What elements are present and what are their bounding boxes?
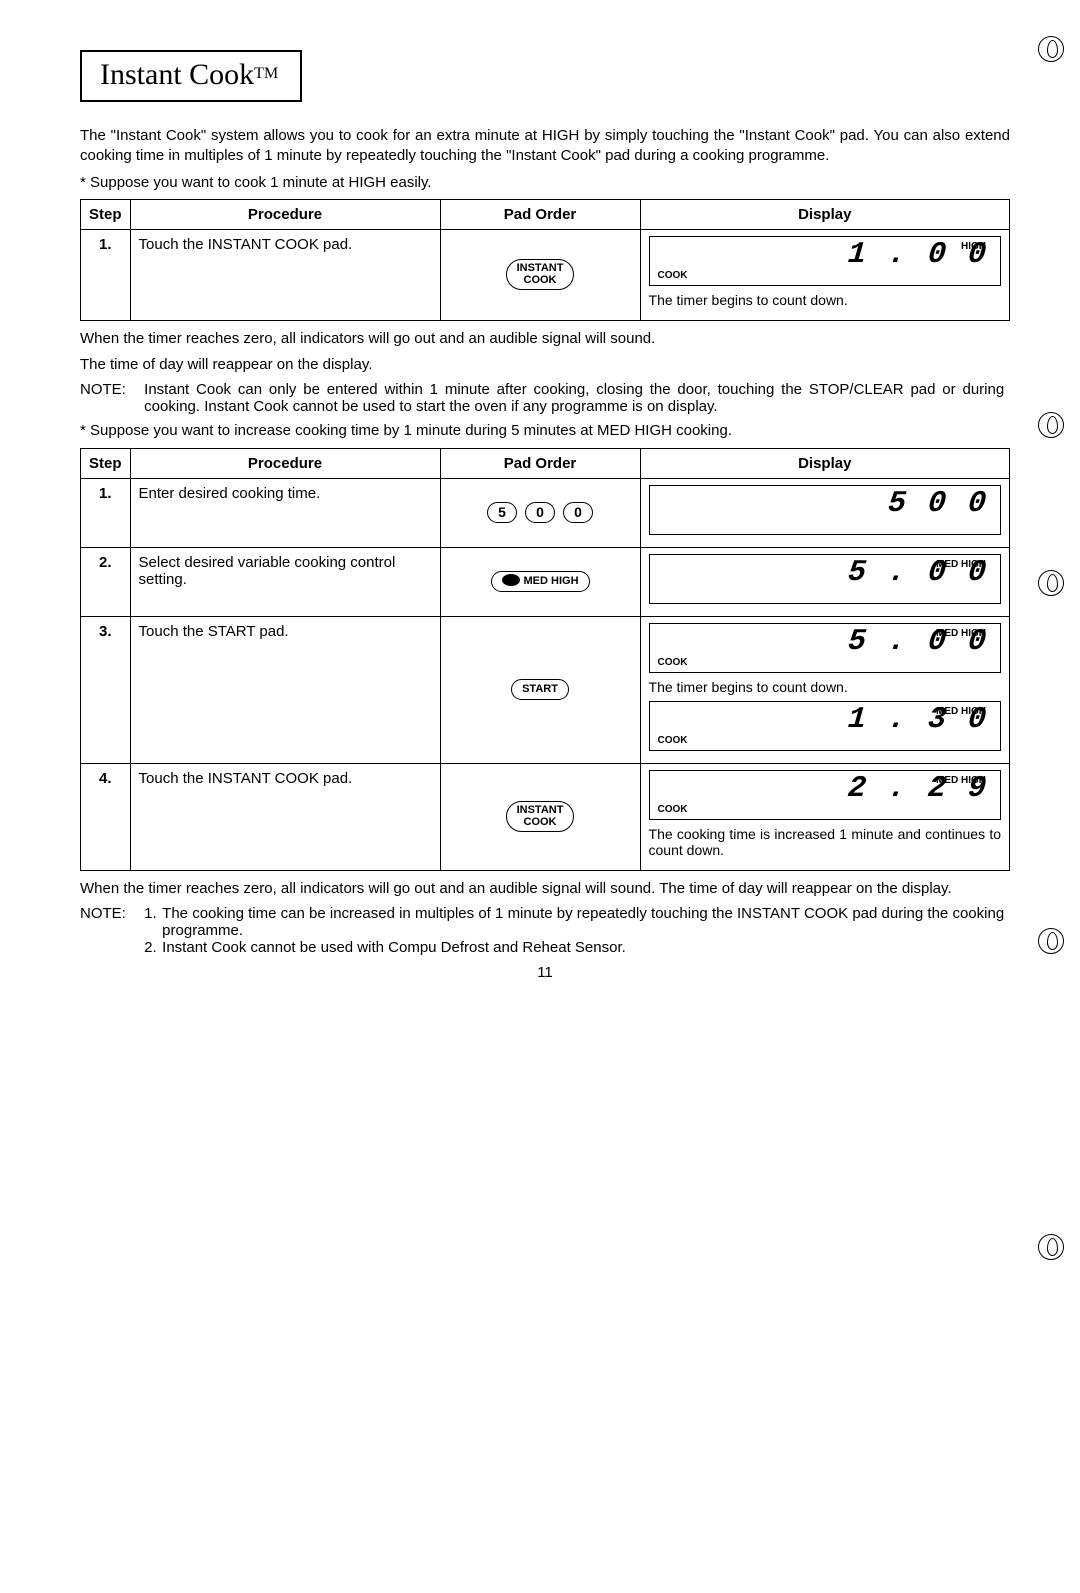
display-cell: MED HIGH 5 . 0 0 bbox=[640, 547, 1009, 616]
col-step: Step bbox=[81, 199, 131, 229]
col-procedure: Procedure bbox=[130, 448, 440, 478]
seven-segment: 5 . 0 0 bbox=[658, 627, 988, 657]
col-step: Step bbox=[81, 448, 131, 478]
display-caption: The timer begins to count down. bbox=[649, 292, 1001, 308]
seven-segment: 5 . 0 0 bbox=[658, 558, 988, 588]
step-cell: 2. bbox=[81, 547, 131, 616]
note-body: 1.The cooking time can be increased in m… bbox=[144, 905, 1004, 956]
seven-segment: 1 . 3 0 bbox=[658, 705, 988, 735]
procedure-table-2: Step Procedure Pad Order Display 1. Ente… bbox=[80, 448, 1010, 871]
display-panel: HIGH 1 . 0 0 COOK bbox=[649, 236, 1001, 286]
pad-order-cell: INSTANT COOK bbox=[440, 763, 640, 870]
binder-hole-icon bbox=[1038, 412, 1064, 438]
note-text: Instant Cook cannot be used with Compu D… bbox=[162, 939, 1004, 956]
table-row: 2. Select desired variable cooking contr… bbox=[81, 547, 1010, 616]
display-panel: MED HIGH 5 . 0 0 bbox=[649, 554, 1001, 604]
example1-lead: * Suppose you want to cook 1 minute at H… bbox=[80, 173, 1010, 193]
title-text: Instant Cook bbox=[100, 58, 254, 91]
col-procedure: Procedure bbox=[130, 199, 440, 229]
note-text: The cooking time can be increased in mul… bbox=[162, 905, 1004, 939]
med-high-pad[interactable]: MED HIGH bbox=[491, 571, 590, 593]
section-title: Instant CookTM bbox=[80, 50, 302, 102]
step-cell: 1. bbox=[81, 229, 131, 320]
example2-lead: * Suppose you want to increase cooking t… bbox=[80, 421, 1010, 441]
note-number: 1. bbox=[144, 905, 162, 939]
after1-line1: When the timer reaches zero, all indicat… bbox=[80, 329, 1010, 349]
col-display: Display bbox=[640, 199, 1009, 229]
col-pad-order: Pad Order bbox=[440, 448, 640, 478]
procedure-table-1: Step Procedure Pad Order Display 1. Touc… bbox=[80, 199, 1010, 321]
procedure-cell: Touch the INSTANT COOK pad. bbox=[130, 763, 440, 870]
table-row: 1. Enter desired cooking time. 5 0 0 5 0… bbox=[81, 478, 1010, 547]
procedure-cell: Touch the START pad. bbox=[130, 616, 440, 763]
page-number: 11 bbox=[80, 964, 1010, 981]
binder-hole-icon bbox=[1038, 36, 1064, 62]
intro-paragraph: The "Instant Cook" system allows you to … bbox=[80, 126, 1010, 167]
note-label: NOTE: bbox=[80, 905, 140, 922]
pad-order-cell: 5 0 0 bbox=[440, 478, 640, 547]
binder-hole-icon bbox=[1038, 1234, 1064, 1260]
pad-label-l1: INSTANT bbox=[517, 804, 564, 816]
display-panel: MED HIGH 2 . 2 9 COOK bbox=[649, 770, 1001, 820]
note-label: NOTE: bbox=[80, 381, 140, 398]
procedure-cell: Touch the INSTANT COOK pad. bbox=[130, 229, 440, 320]
binder-hole-icon bbox=[1038, 928, 1064, 954]
table-row: 1. Touch the INSTANT COOK pad. INSTANT C… bbox=[81, 229, 1010, 320]
pad-label: MED HIGH bbox=[524, 575, 579, 587]
procedure-cell: Enter desired cooking time. bbox=[130, 478, 440, 547]
display-panel: 5 0 0 bbox=[649, 485, 1001, 535]
display-caption: The cooking time is increased 1 minute a… bbox=[649, 826, 1001, 858]
instant-cook-pad[interactable]: INSTANT COOK bbox=[506, 259, 575, 290]
col-pad-order: Pad Order bbox=[440, 199, 640, 229]
display-cell: MED HIGH 2 . 2 9 COOK The cooking time i… bbox=[640, 763, 1009, 870]
col-display: Display bbox=[640, 448, 1009, 478]
table-row: 3. Touch the START pad. START MED HIGH 5… bbox=[81, 616, 1010, 763]
number-pad-5[interactable]: 5 bbox=[487, 502, 517, 523]
seven-segment: 2 . 2 9 bbox=[658, 774, 988, 804]
title-tm: TM bbox=[254, 65, 278, 82]
step-cell: 3. bbox=[81, 616, 131, 763]
display-panel: MED HIGH 1 . 3 0 COOK bbox=[649, 701, 1001, 751]
pad-order-cell: INSTANT COOK bbox=[440, 229, 640, 320]
display-panel: MED HIGH 5 . 0 0 COOK bbox=[649, 623, 1001, 673]
seven-segment: 5 0 0 bbox=[658, 489, 988, 519]
display-caption: The timer begins to count down. bbox=[649, 679, 1001, 695]
after2-line1: When the timer reaches zero, all indicat… bbox=[80, 879, 1010, 899]
seven-segment: 1 . 0 0 bbox=[658, 240, 988, 270]
step-cell: 1. bbox=[81, 478, 131, 547]
start-pad[interactable]: START bbox=[511, 679, 569, 701]
table-row: 4. Touch the INSTANT COOK pad. INSTANT C… bbox=[81, 763, 1010, 870]
knob-icon bbox=[502, 574, 520, 586]
instant-cook-pad[interactable]: INSTANT COOK bbox=[506, 801, 575, 832]
table-header-row: Step Procedure Pad Order Display bbox=[81, 448, 1010, 478]
note-body: Instant Cook can only be entered within … bbox=[144, 381, 1004, 415]
pad-label-l1: INSTANT bbox=[517, 262, 564, 274]
pad-order-cell: MED HIGH bbox=[440, 547, 640, 616]
binder-hole-icon bbox=[1038, 570, 1064, 596]
step-cell: 4. bbox=[81, 763, 131, 870]
display-cell: 5 0 0 bbox=[640, 478, 1009, 547]
procedure-cell: Select desired variable cooking control … bbox=[130, 547, 440, 616]
table-header-row: Step Procedure Pad Order Display bbox=[81, 199, 1010, 229]
after1-line2: The time of day will reappear on the dis… bbox=[80, 355, 1010, 375]
note-number: 2. bbox=[144, 939, 162, 956]
pad-label-l2: COOK bbox=[524, 816, 557, 828]
note-block-1: NOTE: Instant Cook can only be entered w… bbox=[80, 381, 1010, 415]
pad-label-l2: COOK bbox=[524, 274, 557, 286]
display-cell: HIGH 1 . 0 0 COOK The timer begins to co… bbox=[640, 229, 1009, 320]
pad-order-cell: START bbox=[440, 616, 640, 763]
number-pad-0[interactable]: 0 bbox=[563, 502, 593, 523]
note-block-2: NOTE: 1.The cooking time can be increase… bbox=[80, 905, 1010, 956]
number-pad-0[interactable]: 0 bbox=[525, 502, 555, 523]
display-cell: MED HIGH 5 . 0 0 COOK The timer begins t… bbox=[640, 616, 1009, 763]
